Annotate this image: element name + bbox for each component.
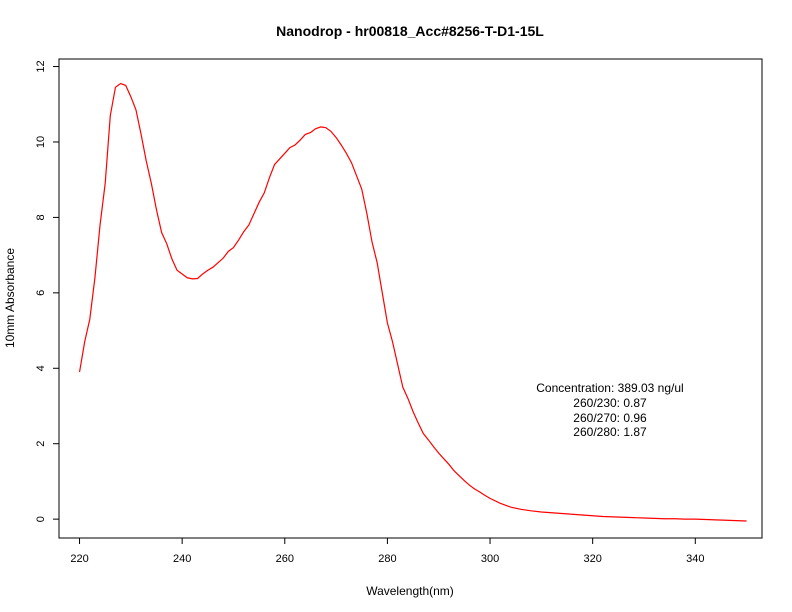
absorbance-series-line <box>78 82 747 522</box>
ratio-260-280-text: 260/280: 1.87 <box>573 425 647 439</box>
y-tick-label: 12 <box>35 60 47 72</box>
y-tick-label: 0 <box>35 516 47 522</box>
x-axis: 220 240 260 280 300 320 340 <box>70 537 704 565</box>
x-tick-label: 320 <box>583 553 601 565</box>
y-tick-label: 4 <box>35 365 47 371</box>
y-axis: 0 2 4 6 8 10 12 <box>35 60 60 522</box>
plot-frame <box>58 58 763 539</box>
x-tick-label: 340 <box>686 553 704 565</box>
ratio-260-270-text: 260/270: 0.96 <box>573 411 647 425</box>
concentration-text: Concentration: 389.03 ng/ul <box>536 381 683 395</box>
x-tick-label: 260 <box>276 553 294 565</box>
y-axis-label: 10mm Absorbance <box>3 248 17 348</box>
x-tick-label: 220 <box>70 553 88 565</box>
y-tick-label: 6 <box>35 290 47 296</box>
y-tick-label: 8 <box>35 214 47 220</box>
stats-annotation: Concentration: 389.03 ng/ul 260/230: 0.8… <box>536 381 683 439</box>
x-tick-label: 240 <box>173 553 191 565</box>
ratio-260-230-text: 260/230: 0.87 <box>573 396 647 410</box>
x-tick-label: 280 <box>378 553 396 565</box>
x-axis-label: Wavelength(nm) <box>366 584 454 598</box>
y-tick-label: 2 <box>35 441 47 447</box>
chart-title: Nanodrop - hr00818_Acc#8256-T-D1-15L <box>276 23 544 39</box>
x-tick-label: 300 <box>481 553 499 565</box>
y-tick-label: 10 <box>35 136 47 148</box>
